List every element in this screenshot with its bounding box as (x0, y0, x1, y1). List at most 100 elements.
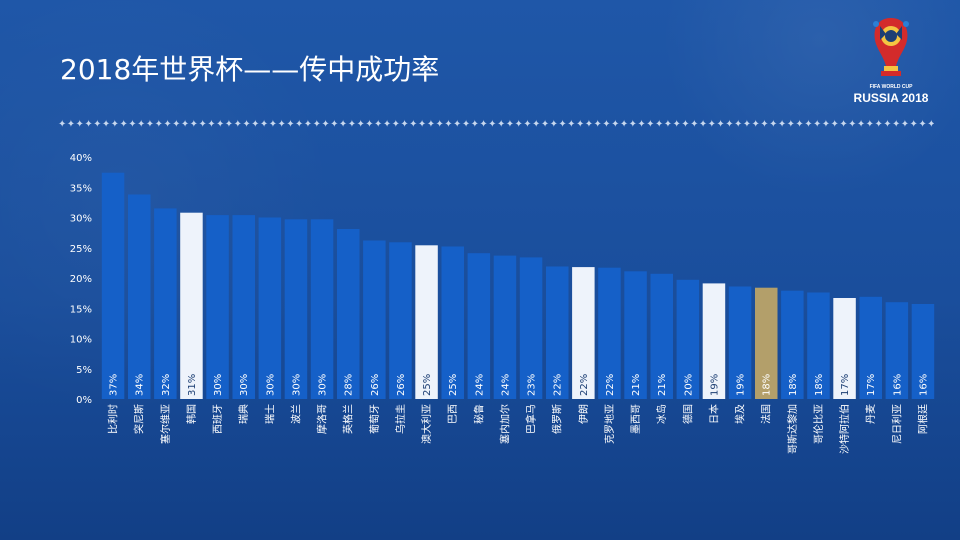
x-tick-label: 塞尔维亚 (159, 404, 172, 444)
bar-series (101, 172, 935, 399)
logo-caption-large: RUSSIA 2018 (853, 91, 929, 105)
data-label: 23% (527, 374, 538, 396)
data-label: 30% (291, 374, 302, 396)
data-label: 18% (814, 374, 825, 396)
data-label: 24% (500, 374, 511, 396)
x-tick-label: 克罗地亚 (603, 404, 616, 444)
y-tick-label: 5% (76, 365, 92, 376)
x-tick-label: 塞内加尔 (498, 404, 511, 444)
data-label: 17% (840, 374, 851, 396)
x-tick-label: 冰岛 (655, 404, 668, 424)
x-tick-label: 英格兰 (342, 404, 355, 434)
bar (702, 283, 726, 399)
y-tick-label: 15% (70, 304, 92, 315)
x-tick-label: 墨西哥 (630, 404, 642, 434)
y-tick-label: 25% (70, 244, 92, 255)
data-label: 26% (396, 374, 407, 396)
bar (781, 290, 804, 399)
x-tick-label: 秘鲁 (472, 404, 485, 424)
x-tick-label: 巴拿马 (525, 404, 538, 434)
data-label: 16% (918, 374, 929, 396)
bar (885, 302, 909, 399)
data-label: 30% (265, 374, 276, 396)
bar (337, 229, 360, 399)
bar (467, 253, 491, 399)
x-tick-label: 巴西 (447, 404, 459, 424)
x-tick-label: 俄罗斯 (551, 404, 564, 434)
x-tick-label: 日本 (707, 404, 720, 424)
x-tick-label: 伊朗 (578, 404, 590, 424)
x-tick-label: 埃及 (734, 404, 747, 424)
x-tick-label: 瑞士 (263, 404, 276, 424)
data-label: 30% (213, 374, 224, 396)
bar (911, 304, 935, 399)
bar (284, 219, 308, 399)
bar (310, 219, 334, 399)
x-tick-label: 阿根廷 (916, 404, 929, 434)
bar (676, 279, 700, 399)
bar (833, 298, 856, 399)
x-tick-label: 摩洛哥 (316, 404, 329, 434)
x-tick-label: 哥伦比亚 (812, 404, 825, 444)
x-tick-label: 尼日利亚 (891, 404, 903, 444)
data-label: 22% (579, 374, 590, 396)
x-tick-label: 沙特阿拉伯 (838, 404, 851, 454)
data-label: 19% (709, 374, 720, 396)
data-label: 18% (788, 374, 799, 396)
x-tick-label: 波兰 (289, 404, 302, 424)
data-label: 17% (866, 374, 877, 396)
data-label: 28% (344, 374, 355, 396)
bar (180, 212, 203, 399)
bar (441, 246, 464, 399)
x-tick-label: 乌拉圭 (394, 404, 407, 434)
x-tick-label: 丹麦 (865, 404, 877, 424)
bar (415, 245, 438, 399)
x-tick-label: 哥斯达黎加 (786, 404, 799, 454)
x-tick-label: 比利时 (108, 404, 120, 434)
world-cup-logo: FIFA WORLD CUP RUSSIA 2018 (836, 14, 946, 114)
data-label: 25% (422, 374, 433, 396)
data-label: 30% (318, 374, 329, 396)
x-tick-label: 突尼斯 (133, 404, 146, 434)
bar (206, 215, 229, 399)
bar (101, 172, 125, 399)
data-label: 21% (631, 374, 642, 396)
bar (258, 217, 282, 399)
y-axis: 0% 5% 10% 15% 20% 25% 30% 35% 40% (70, 153, 92, 406)
bar (755, 287, 778, 399)
x-tick-label: 瑞典 (237, 404, 250, 424)
data-label: 22% (553, 374, 564, 396)
data-label: 31% (187, 374, 198, 396)
data-label: 25% (448, 374, 459, 396)
bar (807, 292, 830, 399)
value-labels: 37% 34% 32% 31% 30% 30% 30% 30% 30% 28% 26% 26% 25% 2… (109, 374, 930, 396)
data-label: 21% (657, 374, 668, 396)
x-tick-label: 西班牙 (212, 404, 224, 434)
world-cup-trophy-icon (873, 18, 909, 76)
y-tick-label: 30% (70, 214, 92, 225)
x-tick-label: 葡萄牙 (368, 404, 381, 434)
data-label: 16% (892, 374, 903, 396)
data-label: 24% (474, 374, 485, 396)
bar (519, 257, 543, 399)
data-label: 32% (161, 374, 172, 396)
data-label: 19% (736, 374, 747, 396)
bar (128, 194, 151, 399)
data-label: 22% (605, 374, 616, 396)
bar (859, 296, 882, 399)
decorative-divider: ✦✦✦✦✦✦✦✦✦✦✦✦✦✦✦✦✦✦✦✦✦✦✦✦✦✦✦✦✦✦✦✦✦✦✦✦✦✦✦✦… (58, 119, 934, 130)
x-tick-label: 法国 (760, 404, 773, 424)
y-tick-label: 35% (70, 183, 92, 194)
bar (232, 215, 255, 399)
x-tick-label: 德国 (681, 404, 694, 424)
logo-caption-small: FIFA WORLD CUP (869, 84, 913, 90)
bar (650, 273, 673, 399)
y-tick-label: 20% (70, 274, 92, 285)
bar (624, 271, 647, 399)
category-labels: 比利时 突尼斯 塞尔维亚 韩国 西班牙 瑞典 瑞士 波兰 摩洛哥 英格兰 葡萄牙 乌拉圭 澳大利亚 巴西秘… (108, 404, 930, 454)
data-label: 37% (109, 374, 120, 396)
y-tick-label: 0% (76, 395, 92, 406)
data-label: 20% (683, 374, 694, 396)
bar (546, 266, 569, 399)
bar (598, 267, 621, 399)
